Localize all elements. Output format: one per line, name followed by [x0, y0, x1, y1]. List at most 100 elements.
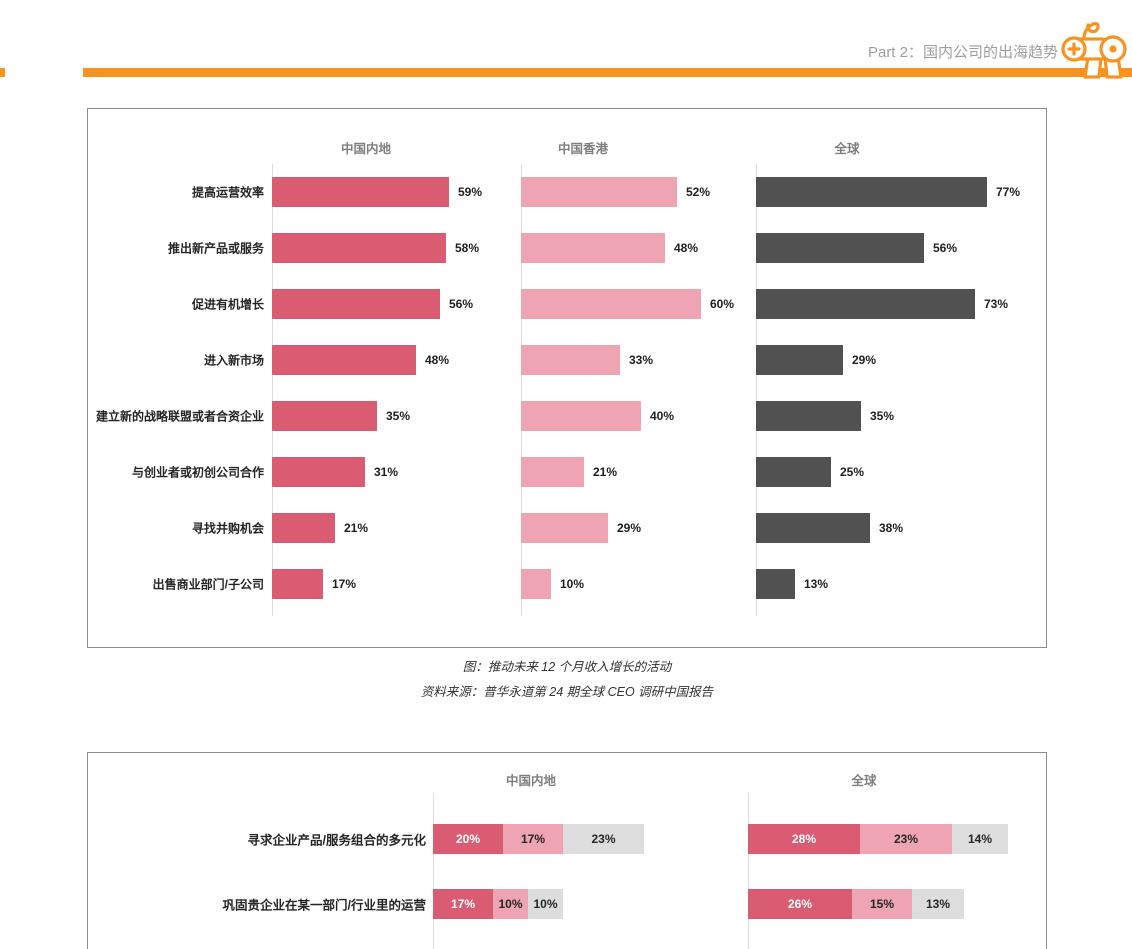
chart2-column-header-mainland: 中国内地 — [505, 774, 557, 788]
bar-value: 48% — [425, 353, 450, 367]
bar-group: 17% — [272, 569, 356, 599]
bar-value: 59% — [458, 185, 483, 199]
bar-group: 21% — [272, 513, 368, 543]
chart-strategic-goals-stacked: 中国内地 全球 寻求企业产品/服务组合的多元化 20% 17% 23% 28% 23% 14… — [87, 752, 1047, 949]
bar-segment: 14% — [952, 823, 1008, 854]
bar-group: 48% — [521, 233, 698, 263]
bar-value: 17% — [332, 577, 357, 591]
chart1-row: 出售商业部门/子公司 17% 10% 13% — [88, 556, 1046, 612]
bar-group: 59% — [272, 177, 482, 207]
bar-group: 52% — [521, 177, 710, 207]
axis-line — [748, 793, 749, 949]
category-label: 寻求企业产品/服务组合的多元化 — [247, 833, 426, 847]
axis-line — [756, 164, 757, 616]
bar — [756, 513, 870, 543]
bar-group: 40% — [521, 401, 674, 431]
category-label: 巩固贵企业在某一部门/行业里的运营 — [222, 898, 426, 912]
bar-segment: 23% — [563, 823, 644, 854]
bar-value: 10% — [560, 577, 585, 591]
bar — [521, 513, 608, 543]
bar-value: 33% — [629, 353, 654, 367]
axis-line — [433, 793, 434, 949]
bar-value: 40% — [650, 409, 675, 423]
bar-value: 52% — [686, 185, 711, 199]
bar-group: 29% — [521, 513, 641, 543]
game-controller-icon — [1061, 22, 1127, 79]
bar-group: 35% — [272, 401, 410, 431]
bar-value: 35% — [870, 409, 895, 423]
bar-value: 48% — [674, 241, 699, 255]
bar-group: 13% — [756, 569, 828, 599]
bar — [756, 177, 987, 207]
category-label: 推出新产品或服务 — [167, 241, 264, 256]
bar-group: 77% — [756, 177, 1020, 207]
bar — [521, 401, 641, 431]
category-label: 出售商业部门/子公司 — [152, 577, 264, 592]
bar-segment: 20% — [433, 823, 503, 854]
category-label: 促进有机增长 — [191, 297, 264, 312]
bar-group: 31% — [272, 457, 398, 487]
axis-line — [272, 164, 273, 616]
category-label: 进入新市场 — [203, 353, 264, 368]
bar — [272, 569, 323, 599]
stacked-bar: 28% 23% 14% — [748, 823, 1008, 854]
chart1-row: 与创业者或初创公司合作 31% 21% 25% — [88, 444, 1046, 500]
bar-value: 13% — [804, 577, 829, 591]
bar — [272, 345, 416, 375]
chart2-row: 巩固贵企业在某一部门/行业里的运营 17% 10% 10% 26% 15% 13% — [88, 871, 1046, 936]
bar-group: 73% — [756, 289, 1008, 319]
category-label: 提高运营效率 — [191, 185, 264, 200]
chart1-column-header-mainland: 中国内地 — [340, 142, 392, 156]
stacked-bar: 26% 15% 13% — [748, 888, 964, 919]
bar — [756, 289, 975, 319]
bar — [272, 401, 377, 431]
chart1-row: 提高运营效率 59% 52% 77% — [88, 164, 1046, 220]
bar-segment: 26% — [748, 888, 852, 919]
chart2-column-header-global: 全球 — [851, 774, 877, 788]
bar-segment: 10% — [528, 888, 563, 919]
bar-group: 56% — [756, 233, 957, 263]
axis-line — [521, 164, 522, 616]
bar-segment: 10% — [493, 888, 528, 919]
bar-group: 29% — [756, 345, 876, 375]
bar — [756, 457, 831, 487]
bar-value: 25% — [840, 465, 865, 479]
bar — [756, 569, 795, 599]
bar-value: 56% — [933, 241, 958, 255]
category-label: 与创业者或初创公司合作 — [131, 465, 264, 480]
bar-group: 56% — [272, 289, 473, 319]
chart1-row: 建立新的战略联盟或者合资企业 35% 40% 35% — [88, 388, 1046, 444]
chart-revenue-growth-activities: 中国内地 中国香港 全球 提高运营效率 59% 52% 77% 推出新产品或服务 58% 4… — [87, 108, 1047, 648]
caption-source: 资料来源：普华永道第 24 期全球 CEO 调研中国报告 — [420, 685, 714, 699]
bar — [272, 233, 446, 263]
bar-group: 33% — [521, 345, 653, 375]
bar-group: 10% — [521, 569, 584, 599]
chart1-rows: 提高运营效率 59% 52% 77% 推出新产品或服务 58% 48% 56% 促进有机增长 56… — [88, 164, 1046, 612]
bar-value: 58% — [455, 241, 480, 255]
chart1-column-header-hongkong: 中国香港 — [557, 142, 609, 156]
bar-segment: 15% — [852, 888, 912, 919]
chart2-rows: 寻求企业产品/服务组合的多元化 20% 17% 23% 28% 23% 14% 巩固贵企业在某… — [88, 806, 1046, 949]
bar-segment: 17% — [433, 888, 493, 919]
bar-group: 58% — [272, 233, 479, 263]
bar-group: 60% — [521, 289, 734, 319]
bar-value: 29% — [852, 353, 877, 367]
bar-segment: 28% — [748, 823, 860, 854]
bar — [272, 289, 440, 319]
bar-group: 48% — [272, 345, 449, 375]
bar — [521, 233, 665, 263]
page-header-title: Part 2：国内公司的出海趋势 — [867, 44, 1058, 61]
bar-value: 21% — [593, 465, 618, 479]
chart1-row: 进入新市场 48% 33% 29% — [88, 332, 1046, 388]
chart1-row: 寻找并购机会 21% 29% 38% — [88, 500, 1046, 556]
category-label: 建立新的战略联盟或者合资企业 — [95, 409, 264, 424]
bar-value: 21% — [344, 521, 369, 535]
bar — [521, 569, 551, 599]
bar — [521, 345, 620, 375]
bar — [521, 289, 701, 319]
figure-caption: 图：推动未来 12 个月收入增长的活动 资料来源：普华永道第 24 期全球 CE… — [87, 655, 1047, 705]
accent-line — [83, 68, 1132, 77]
bar-value: 35% — [386, 409, 411, 423]
chart2-row: 寻求企业产品/服务组合的多元化 20% 17% 23% 28% 23% 14% — [88, 806, 1046, 871]
